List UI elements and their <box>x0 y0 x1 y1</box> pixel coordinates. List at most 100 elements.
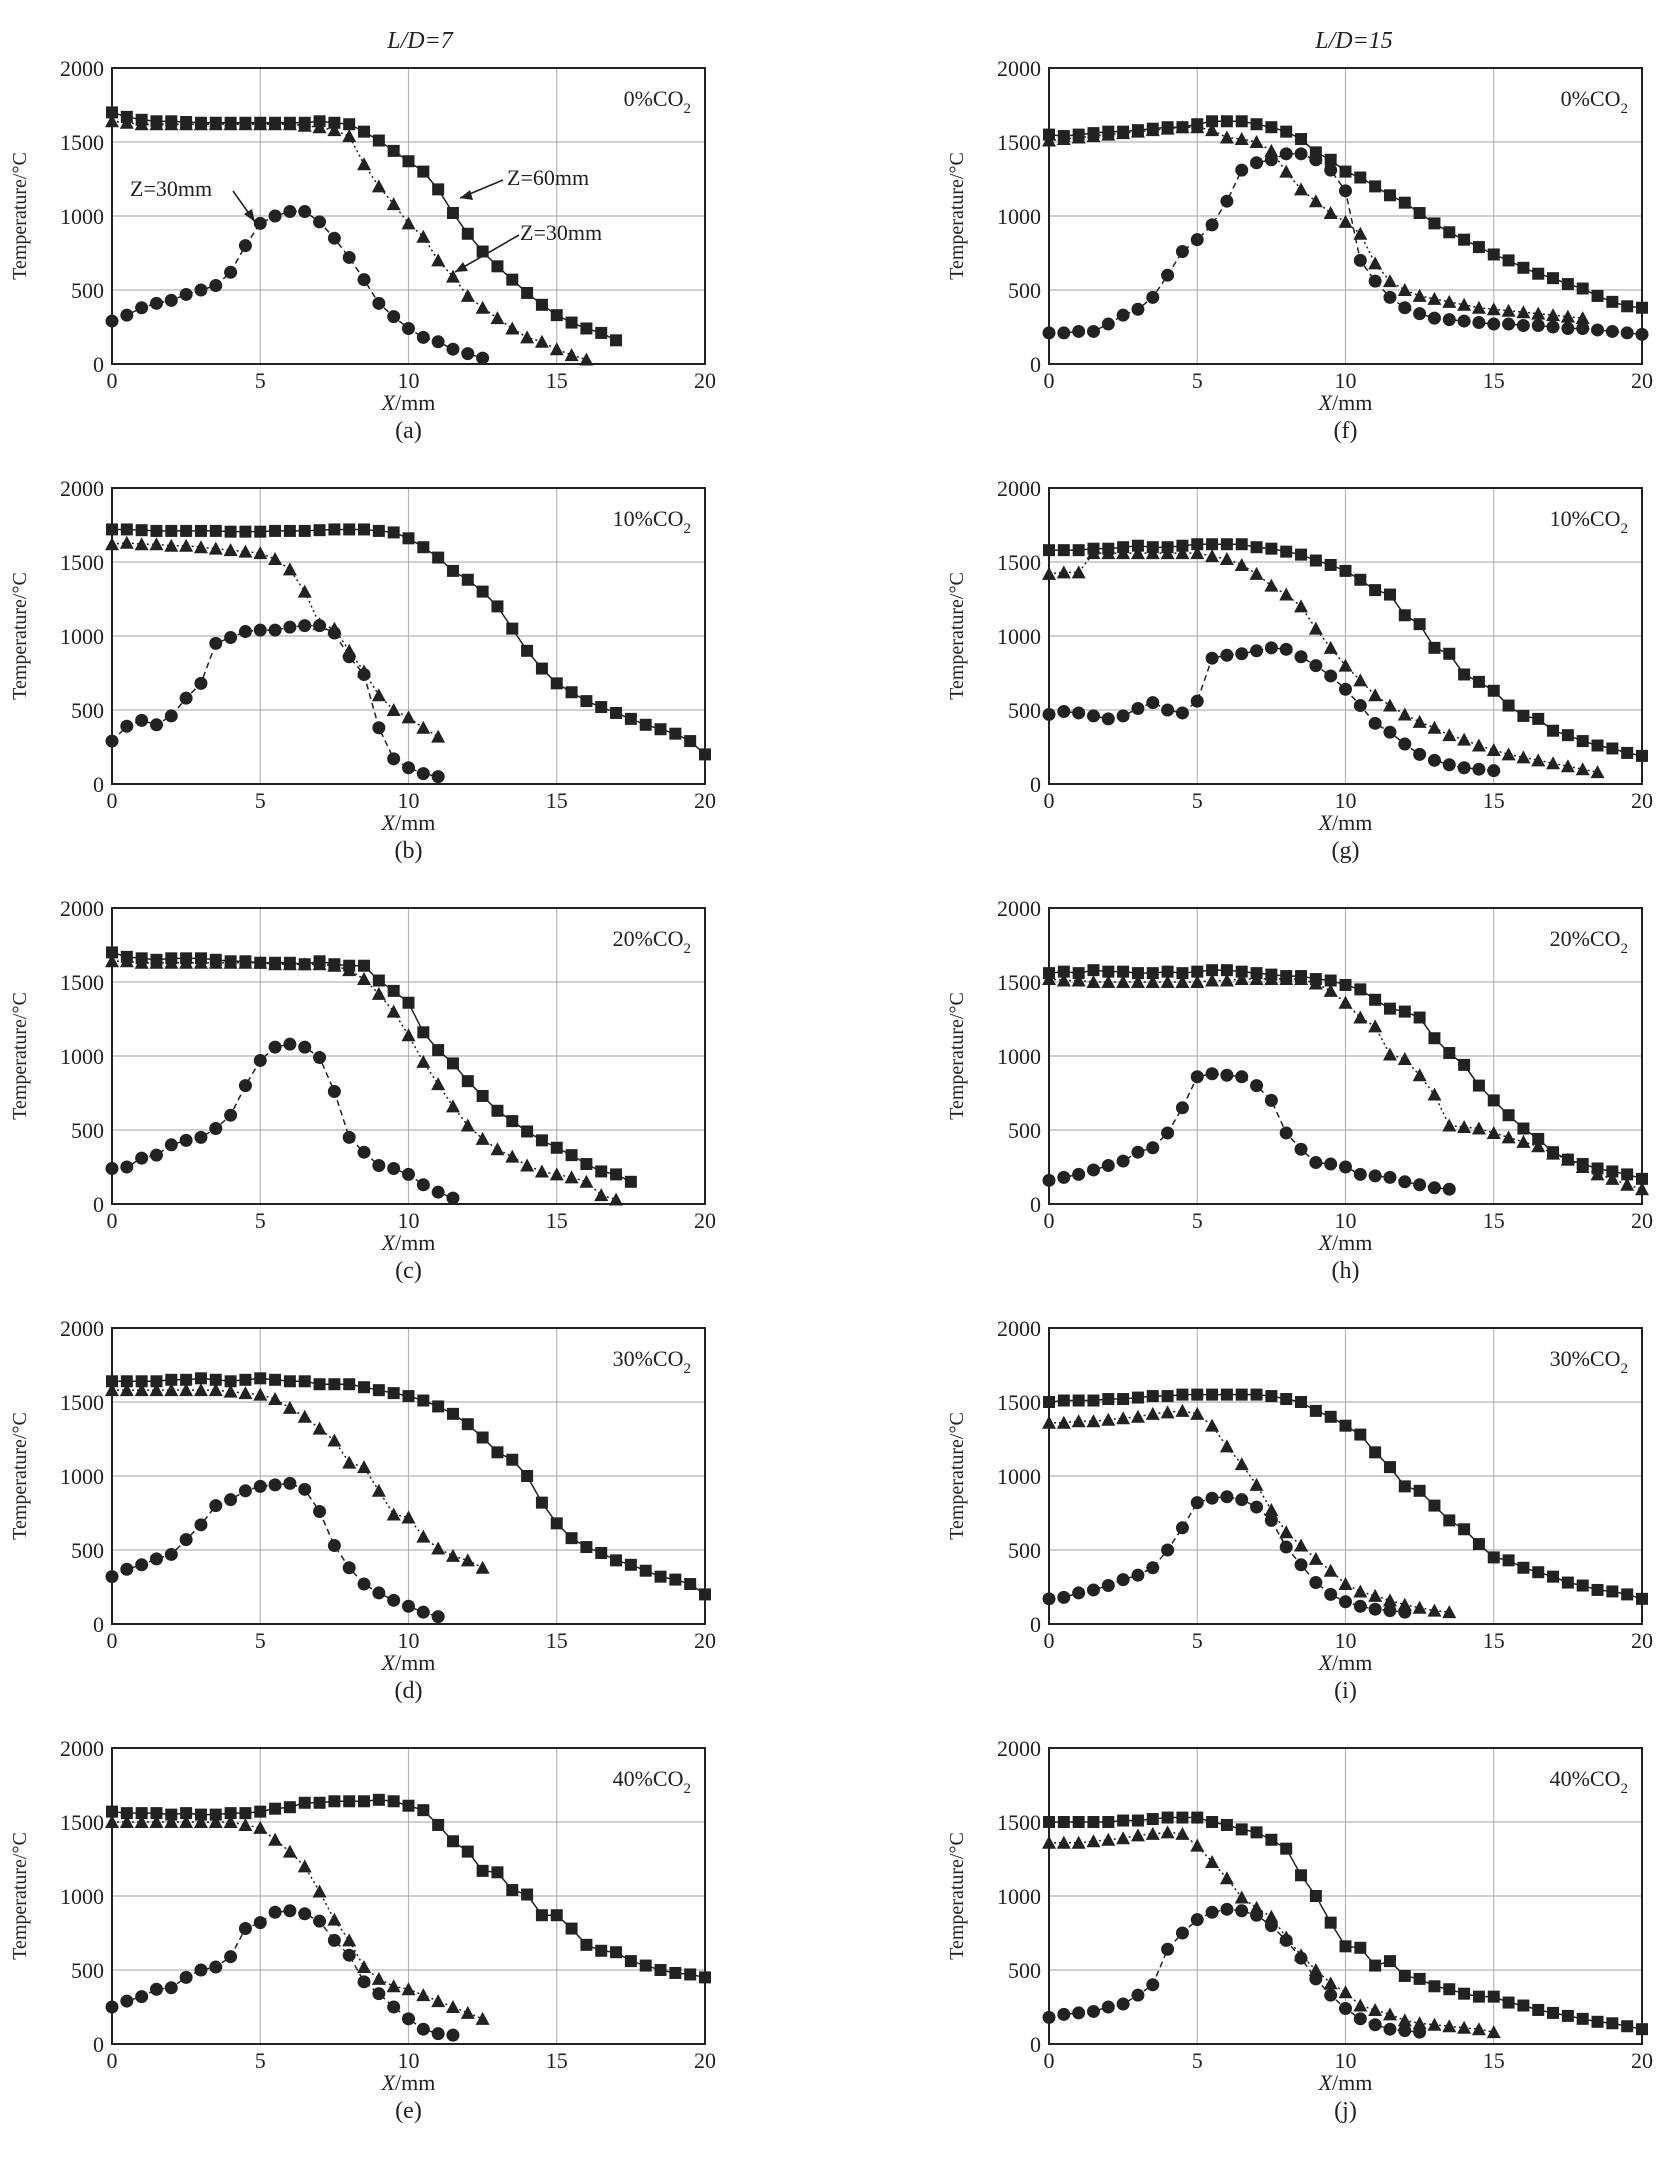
data-point-square <box>1295 133 1308 146</box>
data-point-triangle <box>1205 549 1220 563</box>
data-point-circle <box>327 1933 341 1947</box>
data-point-square <box>343 118 356 131</box>
data-point-triangle <box>1279 164 1294 178</box>
data-point-square <box>239 525 252 538</box>
data-point-triangle <box>1101 127 1116 141</box>
data-point-square <box>269 1802 282 1815</box>
data-point-triangle <box>1338 658 1353 672</box>
data-point-square <box>417 1804 430 1817</box>
data-point-square <box>358 1795 371 1808</box>
data-point-circle <box>253 1053 267 1067</box>
data-point-square <box>387 1387 400 1400</box>
data-point-square <box>535 1909 548 1922</box>
data-point-circle <box>1264 1513 1278 1527</box>
data-point-circle <box>149 718 163 732</box>
condition-label: 10%CO2 <box>613 506 691 537</box>
data-point-circle <box>298 1907 312 1921</box>
data-point-triangle <box>1382 2007 1397 2021</box>
data-point-circle <box>1235 163 1249 177</box>
data-point-triangle <box>1427 291 1442 305</box>
data-point-triangle <box>401 216 416 230</box>
data-point-triangle <box>105 114 119 128</box>
data-point-square <box>150 1807 163 1820</box>
y-tick-label: 0 <box>1030 2032 1041 2057</box>
data-point-triangle <box>1294 972 1309 986</box>
data-point-triangle <box>1442 1605 1457 1619</box>
data-point-square <box>283 1801 296 1814</box>
data-point-triangle <box>342 1933 357 1947</box>
data-point-square <box>209 1373 222 1386</box>
y-tick-label: 500 <box>1008 1538 1041 1563</box>
data-point-square <box>535 298 548 311</box>
data-point-triangle <box>1071 1835 1086 1849</box>
data-point-square <box>224 525 237 538</box>
data-point-circle <box>1339 682 1352 696</box>
data-point-square <box>1043 1816 1055 1828</box>
data-point-square <box>432 1400 445 1413</box>
data-point-triangle <box>371 1483 386 1497</box>
data-point-triangle <box>1175 120 1190 134</box>
data-point-triangle <box>564 348 579 362</box>
data-point-circle <box>149 1552 163 1566</box>
data-point-triangle <box>1145 975 1160 988</box>
data-point-square <box>1413 1972 1426 1985</box>
y-tick-label: 1500 <box>997 1810 1041 1835</box>
data-point-square <box>1176 539 1189 552</box>
data-point-triangle <box>134 1383 149 1397</box>
data-point-triangle <box>1264 1909 1279 1923</box>
data-point-circle <box>164 1547 178 1561</box>
data-point-square <box>313 524 326 537</box>
data-point-triangle <box>327 1433 342 1447</box>
data-point-triangle <box>1457 1120 1472 1134</box>
data-point-square <box>669 1573 682 1586</box>
data-point-circle <box>135 713 149 727</box>
data-point-circle <box>1398 1605 1412 1619</box>
data-point-circle <box>1279 147 1293 161</box>
data-point-square <box>1591 1583 1604 1596</box>
data-point-square <box>491 600 504 613</box>
data-point-triangle <box>1382 274 1397 288</box>
data-point-square <box>1206 1816 1219 1828</box>
chart-panel: 0 5 10 15 20 0 500 1000 1500 2000 X/mm Temperature/… <box>9 1736 716 2124</box>
data-point-circle <box>1502 317 1516 331</box>
y-tick-label: 1500 <box>60 1810 104 1835</box>
data-point-triangle <box>1205 1418 1220 1432</box>
data-point-square <box>1502 1109 1515 1122</box>
panel-label: (c) <box>395 1258 422 1284</box>
x-axis-label: X/mm <box>381 1230 436 1255</box>
data-point-circle <box>1161 1543 1175 1557</box>
data-point-circle <box>1190 233 1204 247</box>
data-point-circle <box>1457 314 1471 328</box>
data-point-square <box>1339 1419 1352 1432</box>
data-point-circle <box>283 620 297 634</box>
data-point-circle <box>164 1981 178 1995</box>
data-point-triangle <box>134 955 149 969</box>
data-point-square <box>699 748 711 761</box>
x-tick-label: 10 <box>1335 2048 1357 2073</box>
data-point-square <box>580 322 593 335</box>
data-point-square <box>1606 742 1619 755</box>
data-point-triangle <box>149 117 164 131</box>
data-point-circle <box>179 1970 193 1984</box>
data-point-triangle <box>1219 552 1234 566</box>
x-axis-label: X/mm <box>1318 1650 1373 1675</box>
y-tick-label: 2000 <box>60 476 104 501</box>
data-point-triangle <box>1264 578 1279 592</box>
data-point-triangle <box>1308 1551 1323 1565</box>
y-tick-label: 1000 <box>997 1464 1041 1489</box>
data-point-triangle <box>1575 1160 1590 1173</box>
data-point-triangle <box>1205 1854 1220 1868</box>
data-point-square <box>595 326 608 339</box>
x-tick-label: 15 <box>546 1208 568 1233</box>
data-point-triangle <box>193 117 208 131</box>
x-tick-label: 15 <box>1483 1208 1505 1233</box>
data-point-circle <box>1175 1101 1189 1115</box>
data-point-triangle <box>357 157 372 171</box>
panel-label: (j) <box>1334 2098 1357 2124</box>
data-point-triangle <box>1486 1125 1501 1139</box>
x-tick-label: 10 <box>398 788 420 813</box>
data-point-square <box>1517 709 1530 722</box>
data-point-square <box>372 1384 385 1397</box>
data-point-triangle <box>1575 762 1590 776</box>
data-point-circle <box>1368 274 1382 288</box>
